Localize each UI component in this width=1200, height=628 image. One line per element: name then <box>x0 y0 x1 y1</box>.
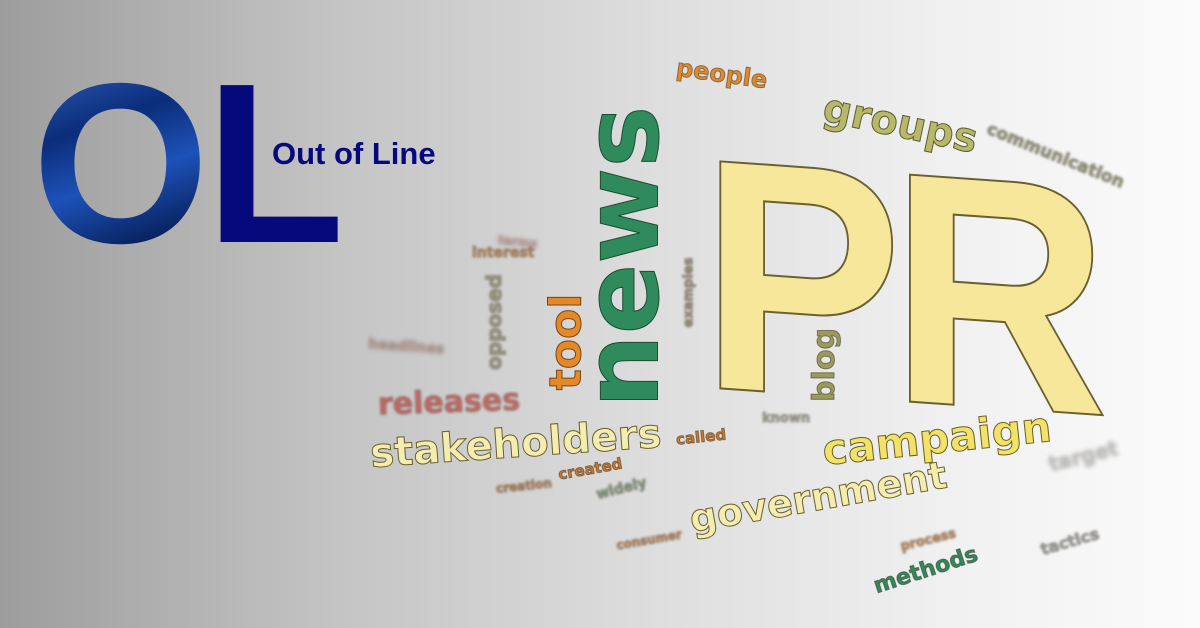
logo-tagline: Out of Line <box>272 136 436 171</box>
word-widely: widely <box>594 475 649 504</box>
word-government: government <box>686 452 951 542</box>
word-examples: examples <box>681 257 697 328</box>
logo-letter-l: L <box>205 37 344 291</box>
word-releases: releases <box>377 382 521 423</box>
word-known: known <box>761 411 811 426</box>
word-methods: methods <box>870 541 982 600</box>
word-blog: blog <box>806 328 842 403</box>
word-headlines: headlines <box>367 336 445 358</box>
word-consumer: consumer <box>615 527 684 553</box>
word-terms: terms <box>497 232 539 252</box>
logo-mark: OL <box>32 50 345 278</box>
word-creation: creation <box>495 476 553 497</box>
logo-letter-o: O <box>32 37 209 291</box>
word-tactics: tactics <box>1038 524 1102 560</box>
word-opposed: opposed <box>481 274 506 371</box>
word-interest: interest <box>471 245 535 261</box>
word-people: people <box>674 53 770 95</box>
word-tool: tool <box>540 293 592 391</box>
